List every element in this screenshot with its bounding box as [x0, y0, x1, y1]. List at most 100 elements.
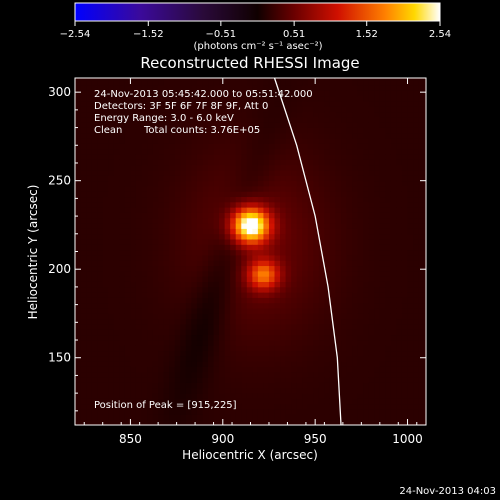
heatmap-cell	[318, 170, 325, 176]
heatmap-cell	[324, 223, 331, 229]
heatmap-cell	[113, 95, 120, 102]
heatmap-cell	[374, 382, 381, 389]
heatmap-cell	[180, 239, 187, 245]
heatmap-cell	[252, 361, 259, 367]
heatmap-cell	[158, 308, 165, 314]
heatmap-cell	[241, 329, 248, 336]
heatmap-cell	[396, 170, 403, 176]
heatmap-cell	[318, 355, 325, 362]
heatmap-cell	[302, 132, 309, 139]
heatmap-cell	[219, 387, 226, 394]
heatmap-cell	[152, 85, 159, 91]
heatmap-cell	[302, 249, 309, 256]
heatmap-cell	[324, 350, 331, 357]
heatmap-cell	[119, 318, 126, 325]
heatmap-cell	[324, 371, 331, 378]
heatmap-cell	[302, 355, 309, 362]
heatmap-cell	[296, 143, 303, 150]
heatmap-cell	[413, 175, 420, 182]
heatmap-cell	[230, 116, 237, 123]
heatmap-cell	[418, 382, 425, 389]
heatmap-cell	[318, 393, 325, 399]
heatmap-cell	[230, 106, 237, 113]
heatmap-cell	[130, 334, 137, 341]
heatmap-cell	[196, 377, 203, 383]
heatmap-cell	[191, 387, 198, 394]
heatmap-cell	[374, 78, 381, 81]
heatmap-cell	[313, 244, 320, 251]
heatmap-cell	[130, 207, 137, 213]
heatmap-cell	[313, 276, 320, 282]
heatmap-cell	[424, 249, 426, 256]
heatmap-cell	[163, 101, 170, 107]
heatmap-cell	[169, 90, 176, 97]
heatmap-cell	[97, 366, 104, 373]
heatmap-cell	[75, 185, 81, 192]
heatmap-cell	[246, 228, 253, 235]
heatmap-cell	[108, 409, 115, 415]
heatmap-cell	[196, 223, 203, 229]
heatmap-cell	[108, 185, 115, 192]
heatmap-cell	[113, 329, 120, 336]
heatmap-cell	[274, 409, 281, 415]
heatmap-cell	[341, 398, 347, 405]
heatmap-cell	[219, 175, 226, 182]
heatmap-cell	[280, 116, 286, 123]
heatmap-cell	[135, 371, 142, 378]
heatmap-cell	[75, 191, 81, 198]
heatmap-cell	[291, 239, 298, 245]
heatmap-cell	[174, 223, 181, 229]
heatmap-cell	[108, 191, 115, 198]
heatmap-cell	[424, 122, 426, 128]
heatmap-cell	[374, 398, 381, 405]
heatmap-cell	[86, 366, 93, 373]
heatmap-cell	[119, 286, 126, 293]
heatmap-cell	[280, 313, 286, 320]
heatmap-cell	[124, 382, 131, 389]
heatmap-cell	[341, 350, 347, 357]
heatmap-cell	[113, 340, 120, 346]
heatmap-cell	[401, 292, 408, 298]
heatmap-cell	[374, 334, 381, 341]
heatmap-cell	[352, 79, 359, 86]
heatmap-cell	[224, 116, 231, 123]
heatmap-cell	[252, 239, 259, 245]
heatmap-cell	[97, 414, 104, 421]
heatmap-cell	[235, 382, 242, 389]
heatmap-cell	[97, 106, 104, 113]
heatmap-cell	[124, 116, 131, 123]
heatmap-cell	[335, 164, 342, 171]
heatmap-cell	[102, 175, 109, 182]
heatmap-cell	[202, 154, 209, 160]
heatmap-cell	[379, 201, 386, 208]
heatmap-cell	[396, 185, 403, 192]
heatmap-cell	[246, 355, 253, 362]
heatmap-cell	[141, 239, 148, 245]
heatmap-cell	[401, 329, 408, 336]
heatmap-cell	[413, 419, 420, 425]
heatmap-cell	[174, 207, 181, 213]
heatmap-cell	[119, 180, 126, 187]
heatmap-cell	[396, 255, 403, 261]
heatmap-cell	[313, 302, 320, 309]
heatmap-cell	[368, 85, 375, 91]
heatmap-cell	[357, 196, 364, 203]
heatmap-cell	[280, 170, 286, 176]
heatmap-cell	[324, 228, 331, 235]
heatmap-cell	[324, 398, 331, 405]
heatmap-cell	[274, 302, 281, 309]
heatmap-cell	[374, 196, 381, 203]
heatmap-cell	[313, 85, 320, 91]
heatmap-cell	[80, 228, 87, 235]
heatmap-cell	[141, 191, 148, 198]
heatmap-cell	[390, 361, 397, 367]
heatmap-cell	[341, 265, 347, 272]
x-tick-label: 900	[211, 432, 234, 446]
heatmap-cell	[379, 297, 386, 304]
heatmap-cell	[235, 403, 242, 410]
heatmap-cell	[147, 270, 153, 277]
heatmap-cell	[352, 377, 359, 383]
heatmap-cell	[329, 302, 336, 309]
heatmap-cell	[152, 308, 159, 314]
heatmap-cell	[307, 122, 314, 128]
